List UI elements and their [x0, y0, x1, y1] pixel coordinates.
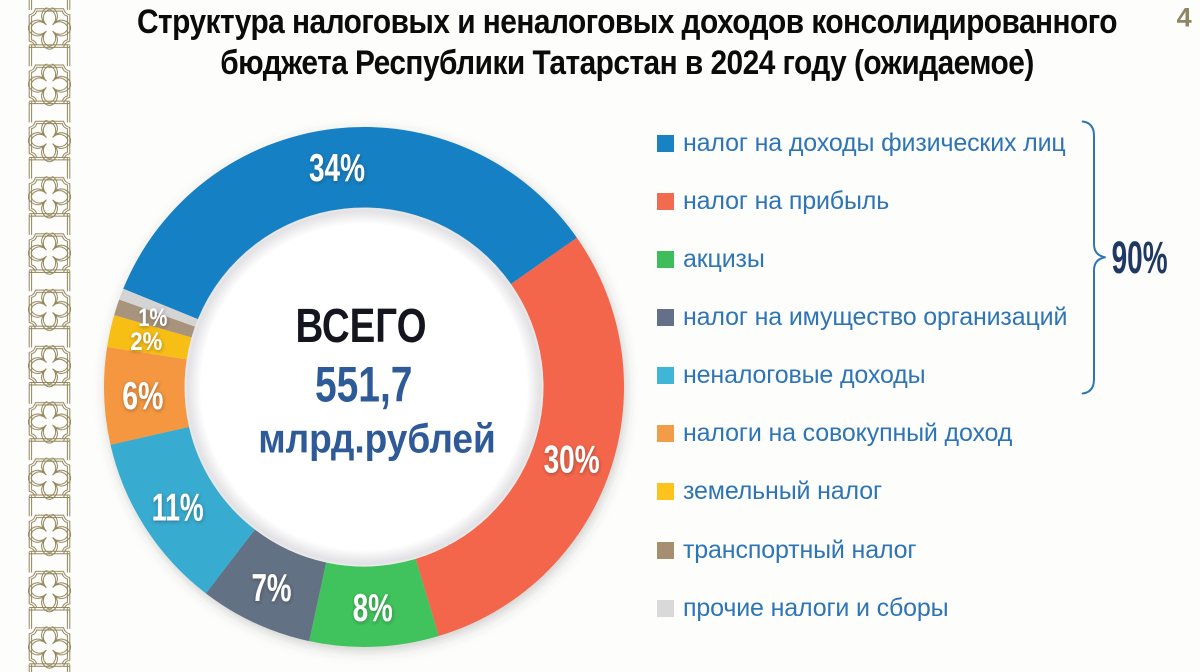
svg-text:551,7: 551,7 — [315, 357, 413, 413]
svg-text:6%: 6% — [122, 375, 163, 418]
svg-text:30%: 30% — [544, 438, 600, 481]
svg-text:34%: 34% — [309, 147, 365, 190]
svg-text:ВСЕГО: ВСЕГО — [296, 300, 427, 353]
svg-text:7%: 7% — [252, 567, 292, 610]
svg-text:2%: 2% — [130, 328, 162, 356]
svg-text:4: 4 — [1177, 3, 1192, 33]
svg-text:90%: 90% — [1112, 232, 1168, 283]
svg-text:8%: 8% — [353, 587, 393, 630]
svg-text:11%: 11% — [152, 486, 204, 529]
svg-text:млрд.рублей: млрд.рублей — [258, 416, 496, 462]
svg-text:1%: 1% — [138, 304, 167, 332]
